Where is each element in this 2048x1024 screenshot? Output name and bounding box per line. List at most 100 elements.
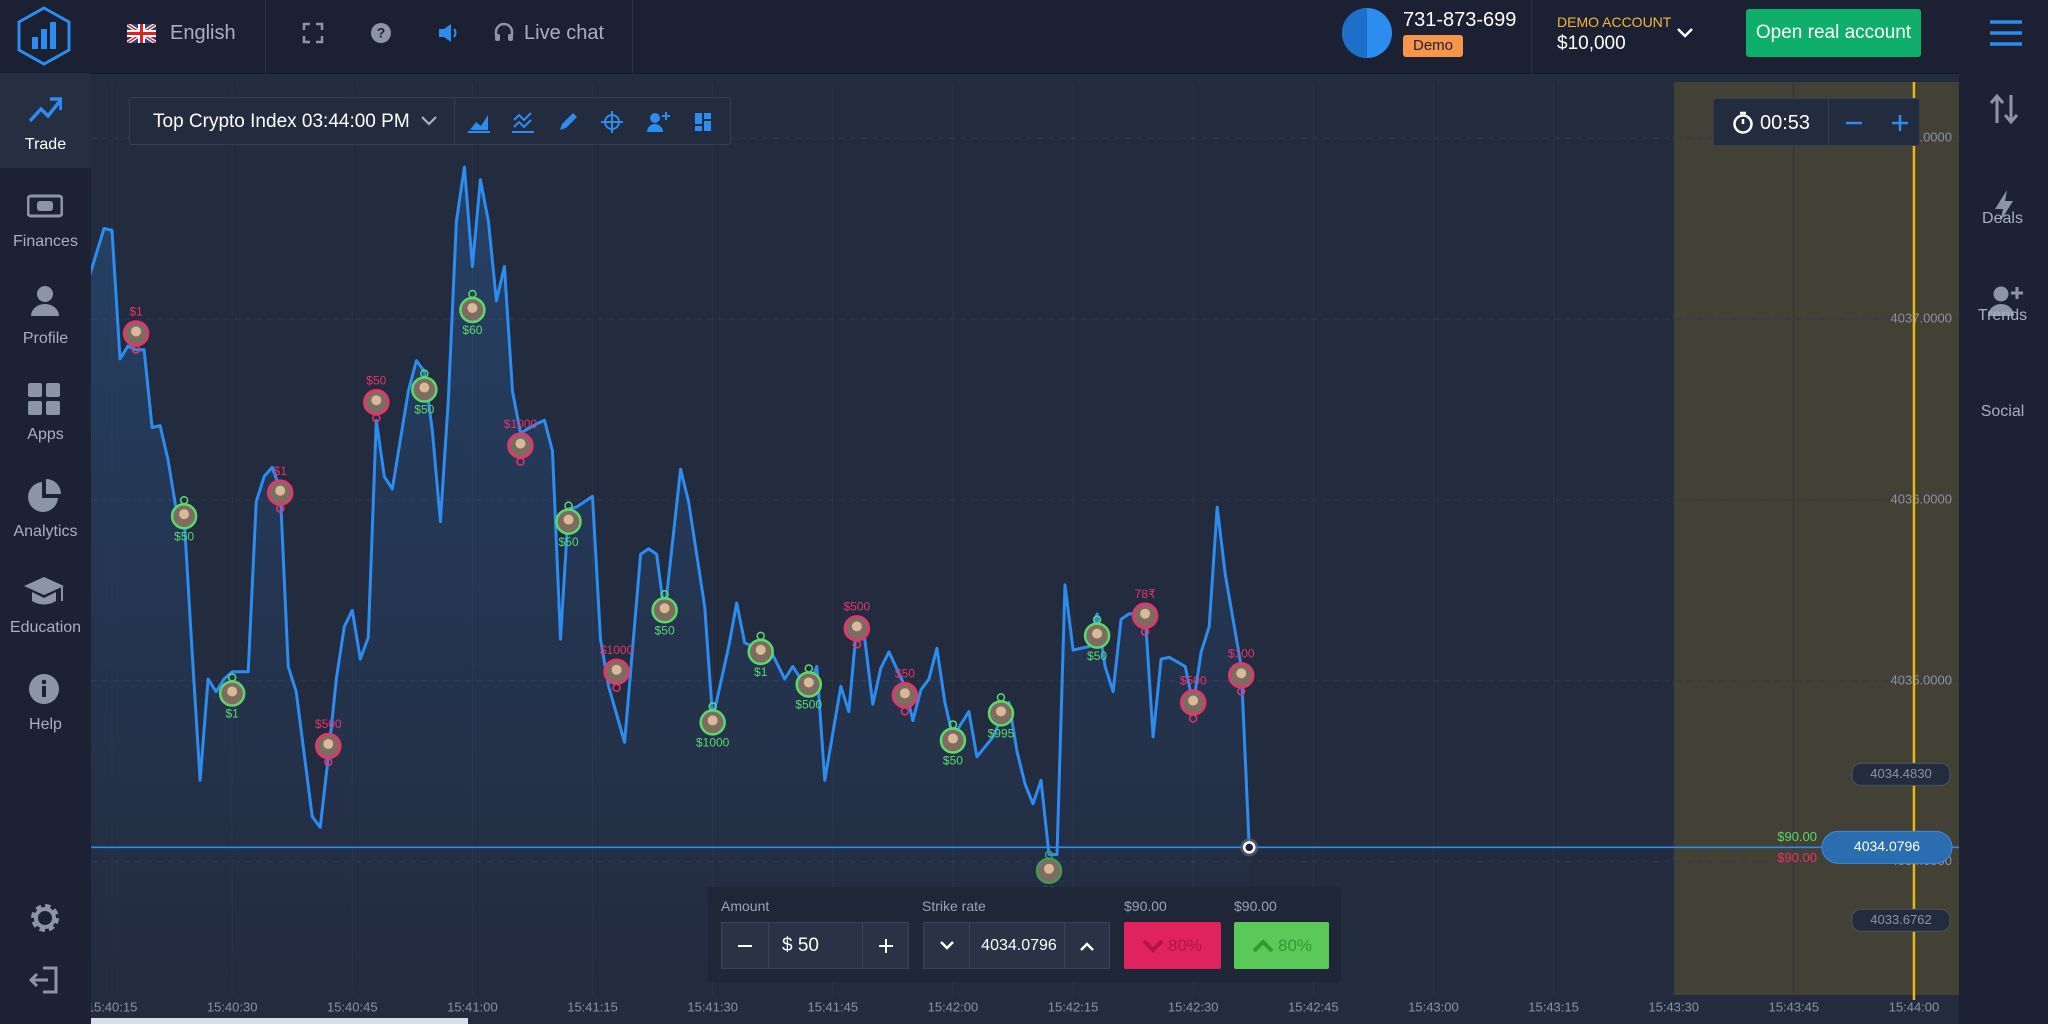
svg-text:?: ? <box>377 25 386 41</box>
x-tick-label: 15:43:45 <box>1769 999 1820 1014</box>
account-chevron[interactable] <box>1676 27 1694 39</box>
open-real-account-button[interactable]: Open real account <box>1746 9 1921 57</box>
trade-amount: $500 <box>315 717 342 731</box>
increase-button[interactable] <box>877 937 895 955</box>
down-percent: 80% <box>1168 936 1203 955</box>
time-controls[interactable] <box>1844 113 1914 133</box>
nav-label[interactable]: Analytics <box>13 523 78 540</box>
flag-icon[interactable] <box>127 24 156 43</box>
account-type[interactable]: DEMO ACCOUNT <box>1557 14 1672 30</box>
trade-amount: $50 <box>414 403 434 417</box>
down-payout: $90.00 <box>1124 898 1167 914</box>
separator <box>454 98 455 144</box>
trade-avatar-face <box>563 514 574 525</box>
avatar[interactable] <box>1342 8 1392 58</box>
amount-input[interactable]: $ 50 <box>782 935 819 956</box>
language[interactable]: English <box>170 22 236 44</box>
amount-input-group: $ 50 <box>721 922 909 969</box>
trends-icon[interactable] <box>1993 189 2015 223</box>
trade-avatar-face <box>1044 863 1055 874</box>
help-icon[interactable]: ? <box>370 22 392 44</box>
trade-avatar-face <box>707 715 718 726</box>
x-tick-label: 15:40:15 <box>87 999 138 1014</box>
balance[interactable]: $10,000 <box>1557 33 1626 54</box>
trade-amount: $50 <box>1087 649 1107 663</box>
left-nav: Trade Finances Profile Apps Analytics Ed… <box>0 73 91 1024</box>
trade-amount: $1000 <box>696 736 730 750</box>
logo[interactable] <box>15 5 73 67</box>
trade-avatar-face <box>227 686 238 697</box>
down-button[interactable]: 80% <box>1124 922 1221 969</box>
trade-amount: 78₹ <box>1135 587 1156 601</box>
trade-avatar-face <box>1236 668 1247 679</box>
scrollbar[interactable] <box>48 1018 468 1024</box>
logout-icon[interactable] <box>29 966 59 994</box>
strike-up-button[interactable] <box>1079 940 1095 952</box>
deals-icon[interactable] <box>1989 93 2019 125</box>
trade-avatar-face <box>323 738 334 749</box>
trade-avatar-face <box>1092 628 1103 639</box>
current-price-label: 4034.0796 <box>1854 838 1920 854</box>
strike-down-button[interactable] <box>939 940 955 952</box>
nav-label[interactable]: Education <box>9 619 82 636</box>
trade-avatar-face <box>515 438 526 449</box>
level-label: 4033.6762 <box>1870 912 1931 927</box>
separator <box>1828 99 1829 145</box>
trade-icon[interactable] <box>28 95 62 125</box>
payout-label: $90.00 <box>1777 829 1817 844</box>
chart-toolbar: Top Crypto Index 03:44:00 PM <box>129 97 731 145</box>
trade-avatar-face <box>803 677 814 688</box>
trade-avatar-face <box>371 395 382 406</box>
trade-avatar-face <box>659 603 670 614</box>
payout-label: $90.00 <box>1777 850 1817 865</box>
decrease-button[interactable] <box>736 937 754 955</box>
settings-icon[interactable] <box>29 902 61 934</box>
social-icon[interactable] <box>1988 285 2024 317</box>
asset-chevron[interactable] <box>420 115 438 127</box>
strike-input[interactable]: 4034.0796 <box>981 937 1057 954</box>
asset-selector[interactable]: Top Crypto Index 03:44:00 PM <box>153 111 410 132</box>
apps-icon[interactable] <box>27 382 61 416</box>
trade-amount: $995 <box>988 727 1015 741</box>
chart-tools[interactable] <box>468 110 848 134</box>
nav-label[interactable]: Help <box>29 716 62 733</box>
nav-label[interactable]: Apps <box>27 426 64 443</box>
headset-icon[interactable] <box>493 22 515 44</box>
nav-label[interactable]: Social <box>1980 403 2025 420</box>
trade-avatar-face <box>1188 695 1199 706</box>
help-nav-icon[interactable] <box>28 673 60 705</box>
price-area <box>91 167 1250 992</box>
up-button[interactable]: 80% <box>1234 922 1329 969</box>
education-icon[interactable] <box>22 575 66 611</box>
up-percent: 80% <box>1278 936 1313 955</box>
menu-icon[interactable] <box>1990 19 2022 47</box>
live-chat[interactable]: Live chat <box>524 22 605 44</box>
nav-label[interactable]: Trade <box>24 136 67 153</box>
x-tick-label: 15:43:15 <box>1528 999 1579 1014</box>
finances-icon[interactable] <box>27 193 63 219</box>
trade-amount: $50 <box>943 754 963 768</box>
trade-amount: $60 <box>462 323 482 337</box>
trade-amount: $50 <box>366 373 386 387</box>
trade-avatar-face <box>1140 608 1151 619</box>
header: English ? Live chat 731-873-699 Demo DEM… <box>0 0 2048 74</box>
amount-label: Amount <box>721 898 770 914</box>
nav-label[interactable]: Profile <box>22 330 69 347</box>
nav-label[interactable]: Trends <box>1977 307 2028 324</box>
profile-icon[interactable] <box>30 285 60 317</box>
separator <box>632 0 633 73</box>
nav-label[interactable]: Deals <box>1982 210 2023 227</box>
trade-amount: $1 <box>129 305 143 319</box>
trade-amount: $1000 <box>600 643 634 657</box>
trade-avatar-face <box>275 485 286 496</box>
x-tick-label: 15:41:45 <box>807 999 858 1014</box>
fullscreen-icon[interactable] <box>302 22 324 44</box>
nav-label[interactable]: Finances <box>13 233 78 250</box>
price-line <box>91 165 1251 856</box>
trade-avatar-face <box>131 326 142 337</box>
analytics-icon[interactable] <box>27 479 61 513</box>
trade-amount: $500 <box>843 600 870 614</box>
sound-icon[interactable] <box>437 22 461 44</box>
level-marker <box>1851 908 1951 932</box>
